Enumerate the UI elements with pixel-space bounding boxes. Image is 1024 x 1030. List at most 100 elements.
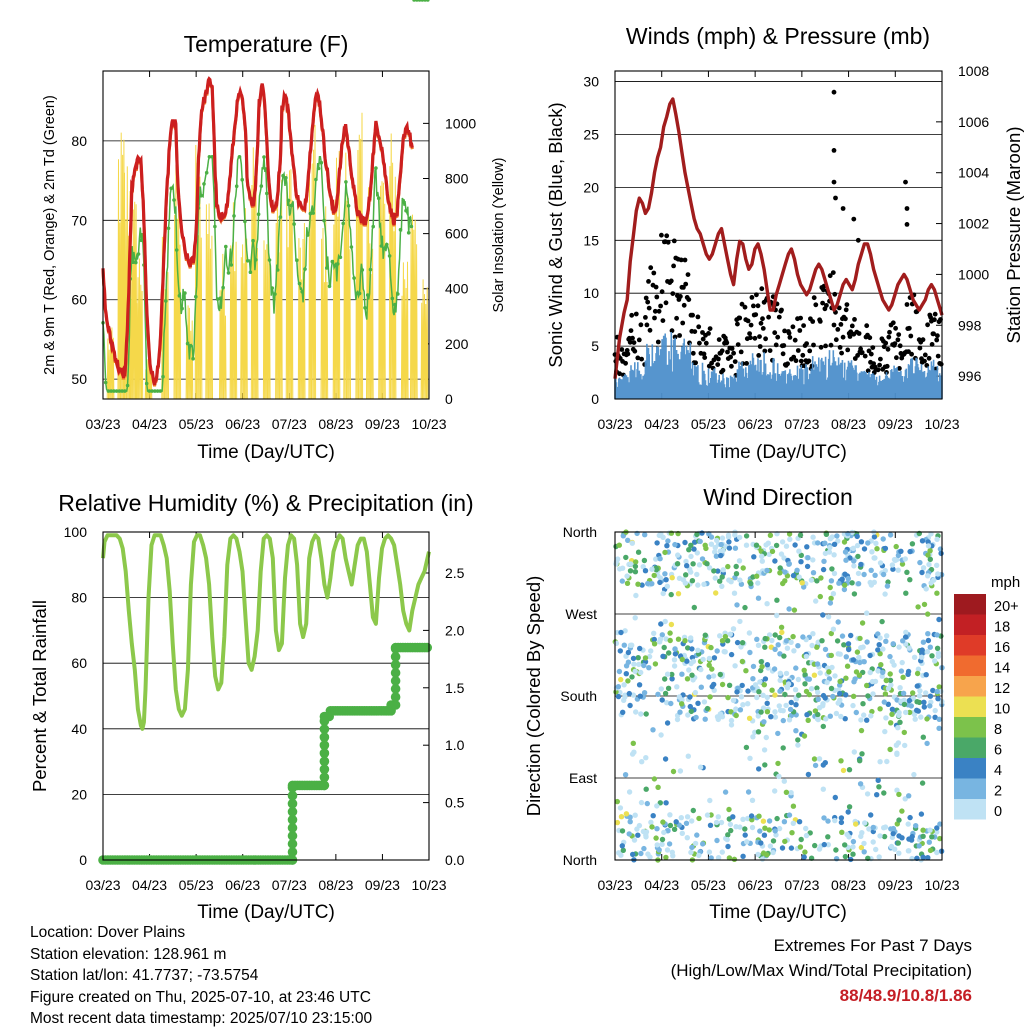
- direction-point: [887, 671, 893, 677]
- y-tick-label-right: 0.5: [445, 795, 465, 811]
- gust-point: [864, 323, 870, 329]
- gust-point: [922, 352, 928, 358]
- gust-point: [836, 305, 842, 311]
- precip-point: [319, 716, 330, 726]
- gust-point: [695, 314, 701, 320]
- direction-point: [788, 845, 795, 851]
- direction-point: [722, 789, 729, 795]
- direction-point: [715, 568, 721, 574]
- gust-point: [682, 257, 688, 263]
- direction-point: [699, 556, 706, 562]
- gust-point: [638, 322, 644, 328]
- direction-point: [781, 819, 788, 825]
- dewpoint-point: [393, 302, 397, 307]
- gust-point: [697, 340, 702, 346]
- direction-point: [865, 540, 871, 546]
- direction-point: [629, 674, 635, 680]
- gust-point: [800, 352, 806, 358]
- gust-point: [845, 347, 851, 353]
- gust-point: [852, 317, 857, 322]
- direction-point: [694, 531, 700, 538]
- gust-point: [844, 302, 850, 307]
- recent-timestamp: Most recent data timestamp: 2025/07/10 2…: [30, 1010, 373, 1027]
- direction-point: [846, 834, 852, 840]
- direction-point: [629, 751, 636, 757]
- direction-point: [875, 668, 881, 674]
- direction-point: [877, 833, 883, 839]
- direction-point: [776, 773, 782, 780]
- dewpoint-point: [316, 166, 321, 171]
- gust-point: [806, 358, 812, 364]
- x-tick-label: 08/23: [831, 877, 866, 893]
- direction-point: [755, 729, 762, 735]
- gust-point: [790, 324, 796, 330]
- direction-point: [745, 701, 751, 707]
- direction-point: [727, 631, 733, 637]
- direction-point: [837, 690, 843, 697]
- direction-point: [876, 784, 882, 790]
- direction-point: [730, 697, 737, 704]
- dewpoint-point: [213, 224, 217, 229]
- speed-legend-swatch: [954, 594, 986, 615]
- direction-point: [805, 555, 811, 561]
- x-tick-label: 06/23: [225, 416, 260, 432]
- direction-point: [751, 554, 757, 560]
- direction-point: [696, 852, 702, 859]
- speed-legend-label: 6: [994, 743, 1002, 759]
- direction-point: [888, 826, 894, 832]
- direction-point: [897, 719, 903, 725]
- direction-point: [788, 639, 794, 645]
- direction-point: [845, 575, 851, 582]
- direction-point: [920, 734, 926, 740]
- dewpoint-point: [106, 389, 111, 393]
- direction-point: [671, 826, 678, 832]
- direction-point: [869, 549, 875, 555]
- direction-point: [728, 827, 734, 834]
- direction-point: [668, 700, 674, 707]
- gust-point: [659, 232, 664, 238]
- direction-point: [728, 717, 735, 724]
- direction-point: [724, 638, 731, 644]
- direction-point: [775, 730, 781, 737]
- direction-point: [864, 717, 870, 723]
- dewpoint-point: [267, 258, 272, 262]
- direction-point: [875, 631, 881, 637]
- direction-point: [733, 706, 739, 712]
- gust-point: [886, 334, 892, 340]
- direction-point: [877, 706, 883, 712]
- direction-point: [854, 533, 860, 540]
- gust-point: [672, 334, 678, 340]
- direction-point: [889, 711, 895, 717]
- direction-point: [871, 555, 877, 561]
- gust-point: [754, 292, 759, 298]
- direction-point: [795, 676, 802, 683]
- x-tick-label: 03/23: [85, 416, 120, 432]
- direction-point: [664, 847, 671, 853]
- gust-point: [776, 314, 782, 320]
- direction-point: [855, 581, 862, 587]
- direction-point: [758, 659, 764, 665]
- direction-point: [885, 579, 891, 585]
- direction-point: [755, 713, 761, 719]
- direction-point: [845, 809, 851, 815]
- direction-point: [657, 636, 664, 642]
- direction-point: [821, 841, 827, 848]
- gust-point: [720, 367, 726, 373]
- direction-point: [673, 819, 679, 825]
- gust-point: [838, 322, 844, 327]
- y-tick-label-right: 800: [445, 170, 469, 186]
- direction-point: [664, 720, 671, 726]
- direction-point: [719, 583, 725, 589]
- direction-point: [825, 818, 831, 824]
- direction-point: [687, 694, 693, 700]
- direction-point: [727, 821, 734, 828]
- direction-point: [833, 710, 840, 717]
- gust-point: [820, 300, 825, 306]
- direction-point: [864, 610, 870, 616]
- direction-point: [748, 580, 754, 587]
- direction-point: [918, 811, 925, 817]
- direction-point: [864, 682, 870, 689]
- direction-point: [927, 556, 933, 562]
- dewpoint-point: [221, 285, 225, 290]
- direction-point: [906, 836, 912, 842]
